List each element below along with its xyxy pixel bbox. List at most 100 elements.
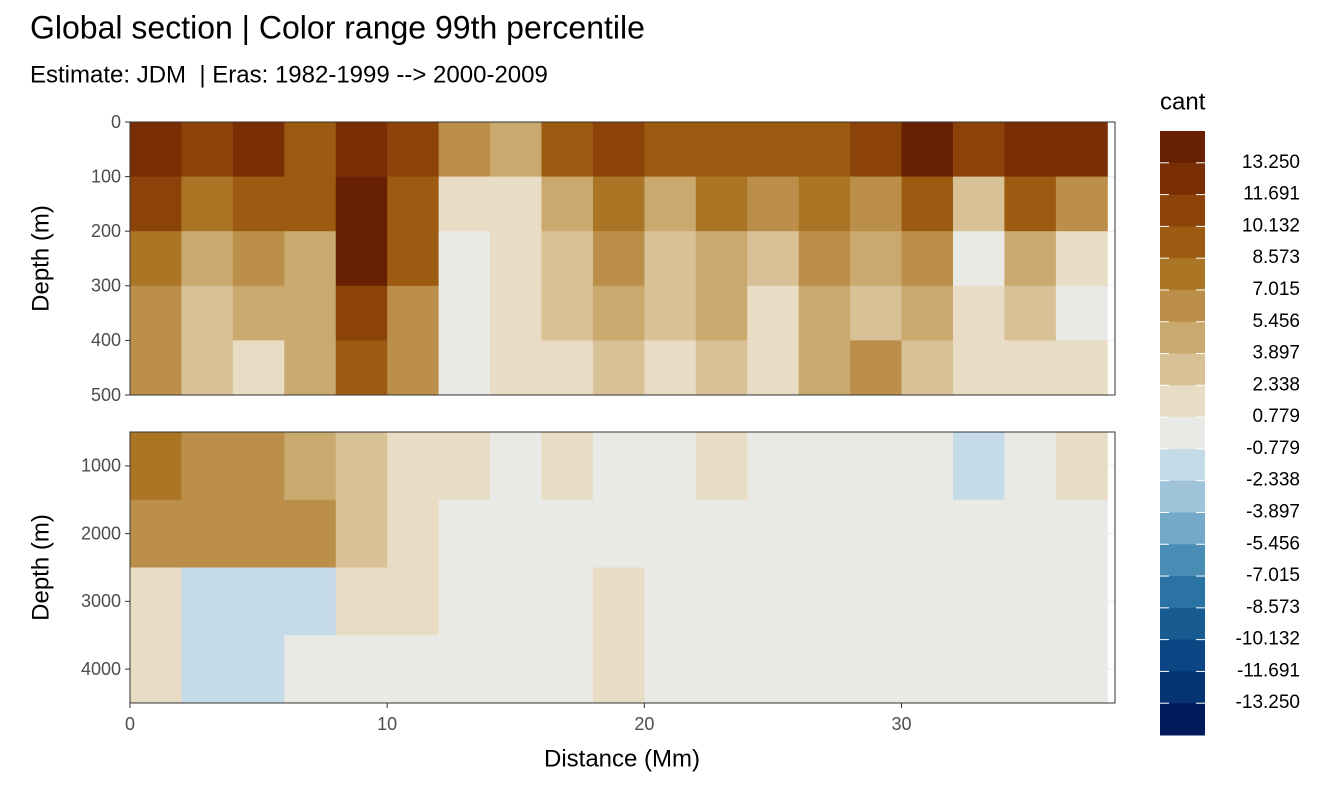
legend-label: -5.456 [1246, 533, 1300, 554]
contour-cell [952, 285, 1005, 341]
legend-swatch [1160, 544, 1205, 577]
field [130, 432, 1108, 703]
contour-cell [284, 340, 337, 395]
contour-cell [284, 122, 337, 178]
contour-cell [130, 340, 182, 395]
panel-border [129, 121, 1116, 396]
legend-label: -0.779 [1246, 438, 1300, 459]
legend-swatch [1160, 385, 1205, 418]
contour-cell [438, 499, 491, 568]
contour-cell [901, 340, 954, 395]
contour-cell [798, 231, 851, 287]
contour-cell [1004, 635, 1057, 703]
contour-cell [747, 340, 800, 395]
contour-cell [490, 432, 542, 501]
contour-cell [747, 499, 800, 568]
y-axis-label: Depth (m) [27, 205, 54, 312]
contour-cell [747, 635, 800, 703]
contour-cell [1004, 285, 1057, 341]
contour-cell [181, 635, 234, 703]
legend-swatch [1160, 671, 1205, 704]
contour-cell [798, 340, 851, 395]
contour-cell [438, 635, 491, 703]
contour-cell [232, 231, 285, 287]
contour-cell [438, 122, 491, 178]
contour-cell [130, 432, 182, 501]
contour-cell [1004, 499, 1057, 568]
contour-cell [798, 285, 851, 341]
y-tick-label: 200 [91, 221, 121, 241]
contour-cell [1055, 499, 1108, 568]
contour-cell [644, 635, 697, 703]
contour-cell [901, 285, 954, 341]
contour-cell [1055, 432, 1108, 501]
contour-cell [798, 432, 851, 501]
contour-cell [284, 635, 337, 703]
contour-cell [695, 567, 748, 636]
contour-cell [798, 499, 851, 568]
contour-cell [901, 499, 954, 568]
legend-label: 13.250 [1242, 152, 1300, 173]
contour-cell [695, 285, 748, 341]
contour-cell [1055, 340, 1108, 395]
contour-cell [181, 285, 234, 341]
legend-swatch [1160, 703, 1205, 736]
contour-cell [952, 176, 1005, 232]
contour-cell [952, 122, 1005, 178]
contour-cell [1004, 567, 1057, 636]
x-tick-label: 30 [892, 714, 912, 734]
contour-cell [850, 176, 903, 232]
contour-cell [284, 432, 337, 501]
contour-cell [181, 567, 234, 636]
contour-cell [387, 635, 440, 703]
contour-cell [850, 122, 903, 178]
contour-cell [181, 340, 234, 395]
contour-cell [1055, 285, 1108, 341]
contour-cell [335, 567, 388, 636]
field [130, 122, 1108, 395]
contour-cell [850, 432, 903, 501]
contour-cell [747, 231, 800, 287]
contour-cell [592, 567, 645, 636]
contour-cell [335, 122, 388, 178]
y-tick-label: 100 [91, 166, 121, 186]
contour-cell [644, 231, 697, 287]
legend-label: -13.250 [1236, 692, 1300, 713]
contour-cell [592, 176, 645, 232]
contour-cell [181, 122, 234, 178]
contour-cell [232, 567, 285, 636]
contour-cell [592, 122, 645, 178]
contour-cell [232, 122, 285, 178]
contour-cell [1055, 231, 1108, 287]
legend-swatch [1160, 321, 1205, 355]
legend-label: -3.897 [1246, 501, 1300, 522]
contour-cell [387, 231, 440, 287]
contour-cell [695, 432, 748, 501]
chart-title: Global section | Color range 99th percen… [30, 9, 645, 45]
legend-label: 3.897 [1252, 343, 1300, 364]
contour-cell [644, 122, 697, 178]
contour-cell [952, 231, 1005, 287]
contour-cell [284, 176, 337, 232]
contour-cell [438, 285, 491, 341]
contour-cell [850, 340, 903, 395]
contour-cell [130, 285, 182, 341]
y-tick-label: 2000 [81, 523, 121, 543]
contour-cell [387, 176, 440, 232]
contour-cell [335, 340, 388, 395]
contour-cell [798, 567, 851, 636]
contour-cell [592, 340, 645, 395]
contour-cell [644, 340, 697, 395]
contour-cell [798, 635, 851, 703]
contour-cell [387, 122, 440, 178]
contour-cell [1004, 340, 1057, 395]
contour-cell [490, 635, 542, 703]
legend-title: cant [1160, 88, 1206, 115]
contour-cell [901, 635, 954, 703]
legend-swatch [1160, 512, 1205, 545]
legend-label: 2.338 [1252, 374, 1300, 395]
legend-swatch [1160, 639, 1205, 672]
contour-cell [644, 567, 697, 636]
contour-cell [335, 432, 388, 501]
